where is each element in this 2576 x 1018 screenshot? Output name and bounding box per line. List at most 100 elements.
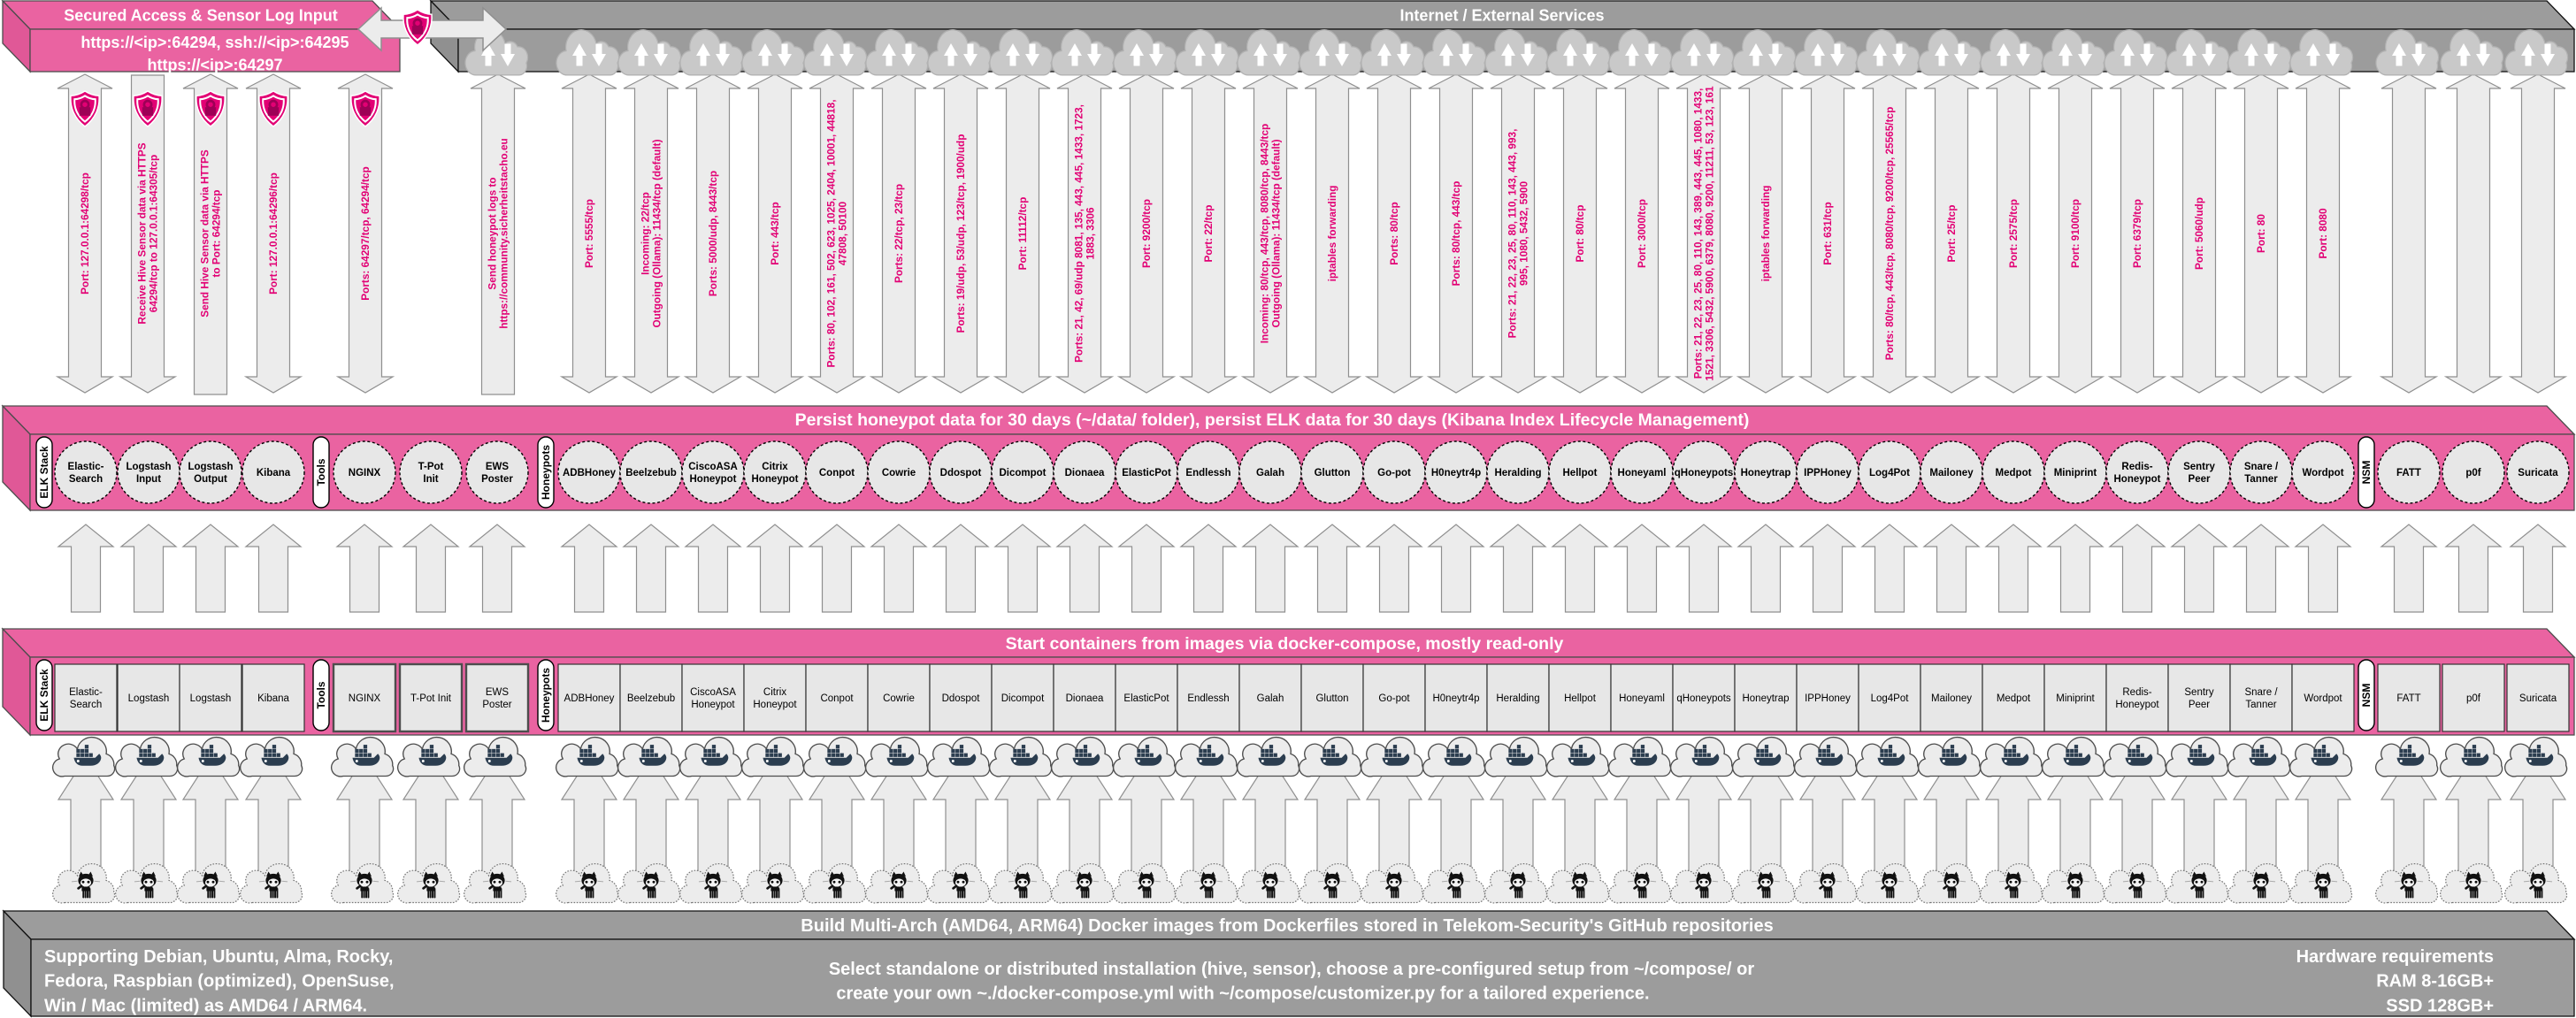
svg-text:Tanner: Tanner — [2245, 700, 2276, 710]
svg-text:Honeyaml: Honeyaml — [1619, 693, 1665, 704]
svg-text:Port: 22/tcp: Port: 22/tcp — [1202, 205, 1215, 263]
svg-text:Port: 127.0.0.1:64296/tcp: Port: 127.0.0.1:64296/tcp — [267, 172, 280, 295]
svg-text:https://<ip>:64294, ssh://<ip>: https://<ip>:64294, ssh://<ip>:64295 — [80, 34, 349, 51]
svg-text:Port: 6379/tcp: Port: 6379/tcp — [2131, 199, 2143, 268]
svg-text:Incoming: 80/tcp, 443/tcp, 808: Incoming: 80/tcp, 443/tcp, 8080/tcp, 844… — [1259, 124, 1271, 343]
svg-text:NSM: NSM — [2360, 461, 2373, 485]
svg-text:Port: 3000/tcp: Port: 3000/tcp — [1636, 199, 1648, 268]
svg-text:ELK Stack: ELK Stack — [38, 669, 50, 722]
svg-text:NGINX: NGINX — [349, 693, 381, 704]
svg-text:Port: 127.0.0.1:64298/tcp: Port: 127.0.0.1:64298/tcp — [79, 172, 91, 295]
svg-text:Peer: Peer — [2189, 700, 2210, 710]
svg-text:Ports: 80/tcp: Ports: 80/tcp — [1388, 202, 1400, 264]
svg-text:Port: 5555/tcp: Port: 5555/tcp — [583, 199, 595, 268]
svg-text:iptables forwarding: iptables forwarding — [1760, 186, 1772, 282]
svg-text:Honeytrap: Honeytrap — [1741, 468, 1791, 478]
svg-text:Select standalone or distribut: Select standalone or distributed install… — [829, 960, 1755, 979]
svg-text:FATT: FATT — [2396, 693, 2420, 704]
svg-text:Fedora, Raspbian (optimized),: Fedora, Raspbian (optimized), OpenSuse, — [44, 972, 395, 991]
svg-text:Cowrie: Cowrie — [883, 693, 915, 704]
svg-text:Port: 443/tcp: Port: 443/tcp — [769, 202, 781, 264]
svg-text:Port: 80: Port: 80 — [2255, 214, 2267, 253]
svg-text:Honeypot: Honeypot — [2115, 700, 2159, 710]
svg-text:Citrix: Citrix — [763, 687, 786, 698]
svg-text:Hardware requirements: Hardware requirements — [2296, 947, 2494, 967]
svg-text:ElasticPot: ElasticPot — [1122, 468, 1171, 478]
svg-text:Build Multi-Arch (AMD64, ARM64: Build Multi-Arch (AMD64, ARM64) Docker i… — [801, 916, 1773, 936]
svg-text:Galah: Galah — [1256, 468, 1284, 478]
svg-text:p0f: p0f — [2465, 468, 2480, 478]
svg-text:Glutton: Glutton — [1315, 693, 1348, 704]
svg-text:Hellpot: Hellpot — [1563, 468, 1598, 478]
svg-text:Port: 631/tcp: Port: 631/tcp — [1821, 202, 1834, 264]
svg-text:Win / Mac (limited) as AMD64 /: Win / Mac (limited) as AMD64 / ARM64. — [44, 996, 367, 1015]
svg-text:Tools: Tools — [315, 458, 327, 486]
svg-text:T-Pot: T-Pot — [418, 462, 444, 472]
svg-text:1521, 3306, 5432, 5900, 6379,: 1521, 3306, 5432, 5900, 6379, 8080, 9200… — [1704, 86, 1716, 381]
svg-text:Wordpot: Wordpot — [2302, 468, 2343, 478]
svg-text:Kibana: Kibana — [257, 468, 291, 478]
svg-text:FATT: FATT — [2396, 468, 2421, 478]
svg-text:Elastic-: Elastic- — [69, 687, 103, 698]
svg-text:Ports: 19/udp, 53/udp, 123/tcp: Ports: 19/udp, 53/udp, 123/tcp, 1900/udp — [954, 134, 967, 333]
svg-text:Glutton: Glutton — [1315, 468, 1351, 478]
svg-text:Ports: 64297/tcp, 64294/tcp: Ports: 64297/tcp, 64294/tcp — [359, 166, 372, 300]
svg-text:SSD 128GB+: SSD 128GB+ — [2386, 996, 2494, 1015]
svg-text:Poster: Poster — [481, 474, 513, 485]
svg-text:64294/tcp to 127.0.0.1:64305/t: 64294/tcp to 127.0.0.1:64305/tcp — [148, 155, 160, 312]
svg-text:Send honeypot logs to: Send honeypot logs to — [487, 177, 499, 289]
svg-text:https://<ip>:64297: https://<ip>:64297 — [147, 56, 282, 73]
svg-text:Honeypot: Honeypot — [753, 700, 797, 710]
svg-text:H0neytr4p: H0neytr4p — [1431, 468, 1481, 478]
svg-text:Ports: 21, 22, 23, 25, 80, 110: Ports: 21, 22, 23, 25, 80, 110, 143, 443… — [1506, 129, 1519, 339]
svg-text:Ports: 80/tcp, 443/tcp, 8080/t: Ports: 80/tcp, 443/tcp, 8080/tcp, 9200/t… — [1883, 107, 1896, 361]
svg-text:Beelzebub: Beelzebub — [625, 468, 677, 478]
svg-text:ADBHoney: ADBHoney — [563, 468, 617, 478]
svg-text:EWS: EWS — [486, 687, 510, 698]
svg-text:Dicompot: Dicompot — [999, 468, 1046, 478]
svg-text:Endlessh: Endlessh — [1185, 468, 1230, 478]
svg-text:Honeypot: Honeypot — [689, 474, 736, 485]
svg-text:Honeytrap: Honeytrap — [1742, 693, 1789, 704]
svg-text:ElasticPot: ElasticPot — [1123, 693, 1169, 704]
svg-text:Port: 8080: Port: 8080 — [2317, 208, 2329, 258]
svg-text:Logstash: Logstash — [126, 462, 171, 472]
svg-text:Go-pot: Go-pot — [1378, 693, 1410, 704]
svg-text:Init: Init — [423, 474, 438, 485]
svg-text:Logstash: Logstash — [128, 693, 170, 704]
svg-text:Honeypot: Honeypot — [691, 700, 735, 710]
svg-text:NGINX: NGINX — [349, 468, 381, 478]
svg-text:Logstash: Logstash — [188, 462, 233, 472]
svg-text:to Port: 64294/tcp: to Port: 64294/tcp — [211, 190, 223, 278]
svg-text:Kibana: Kibana — [257, 693, 289, 704]
svg-text:Peer: Peer — [2189, 474, 2211, 485]
svg-text:CiscoASA: CiscoASA — [690, 687, 736, 698]
svg-text:Hellpot: Hellpot — [1564, 693, 1597, 704]
svg-text:Miniprint: Miniprint — [2056, 693, 2095, 704]
svg-text:1883, 3306: 1883, 3306 — [1085, 207, 1097, 259]
svg-text:Wordpot: Wordpot — [2304, 693, 2342, 704]
svg-text:Search: Search — [70, 700, 102, 710]
svg-text:Ports: 5000/udp, 8443/tcp: Ports: 5000/udp, 8443/tcp — [707, 171, 719, 296]
svg-text:Secured Access & Sensor Log In: Secured Access & Sensor Log Input — [64, 6, 337, 24]
svg-text:Suricata: Suricata — [2518, 468, 2558, 478]
svg-text:Port: 9100/tcp: Port: 9100/tcp — [2069, 199, 2082, 268]
svg-text:NSM: NSM — [2360, 684, 2373, 708]
svg-text:iptables forwarding: iptables forwarding — [1326, 186, 1338, 282]
svg-text:47808, 50100: 47808, 50100 — [837, 201, 849, 265]
svg-text:Dionaea: Dionaea — [1065, 468, 1105, 478]
svg-text:Galah: Galah — [1257, 693, 1284, 704]
svg-text:T-Pot Init: T-Pot Init — [410, 693, 452, 704]
svg-text:Search: Search — [69, 474, 103, 485]
svg-text:Outgoing (Ollama): 11434/tcp (: Outgoing (Ollama): 11434/tcp (default) — [651, 139, 663, 327]
svg-text:Logstash: Logstash — [190, 693, 232, 704]
svg-text:Ports: 21, 42, 69/udp 8081, 13: Ports: 21, 42, 69/udp 8081, 135, 443, 44… — [1073, 104, 1085, 363]
svg-text:Honeypots: Honeypots — [540, 445, 552, 500]
svg-text:Port: 80/tcp: Port: 80/tcp — [1574, 205, 1586, 263]
svg-text:Honeypot: Honeypot — [2113, 474, 2160, 485]
svg-text:Poster: Poster — [482, 700, 511, 710]
svg-text:Tools: Tools — [315, 681, 327, 708]
svg-text:Conpot: Conpot — [819, 468, 855, 478]
svg-text:Go-pot: Go-pot — [1377, 468, 1411, 478]
svg-text:CiscoASA: CiscoASA — [688, 462, 738, 472]
